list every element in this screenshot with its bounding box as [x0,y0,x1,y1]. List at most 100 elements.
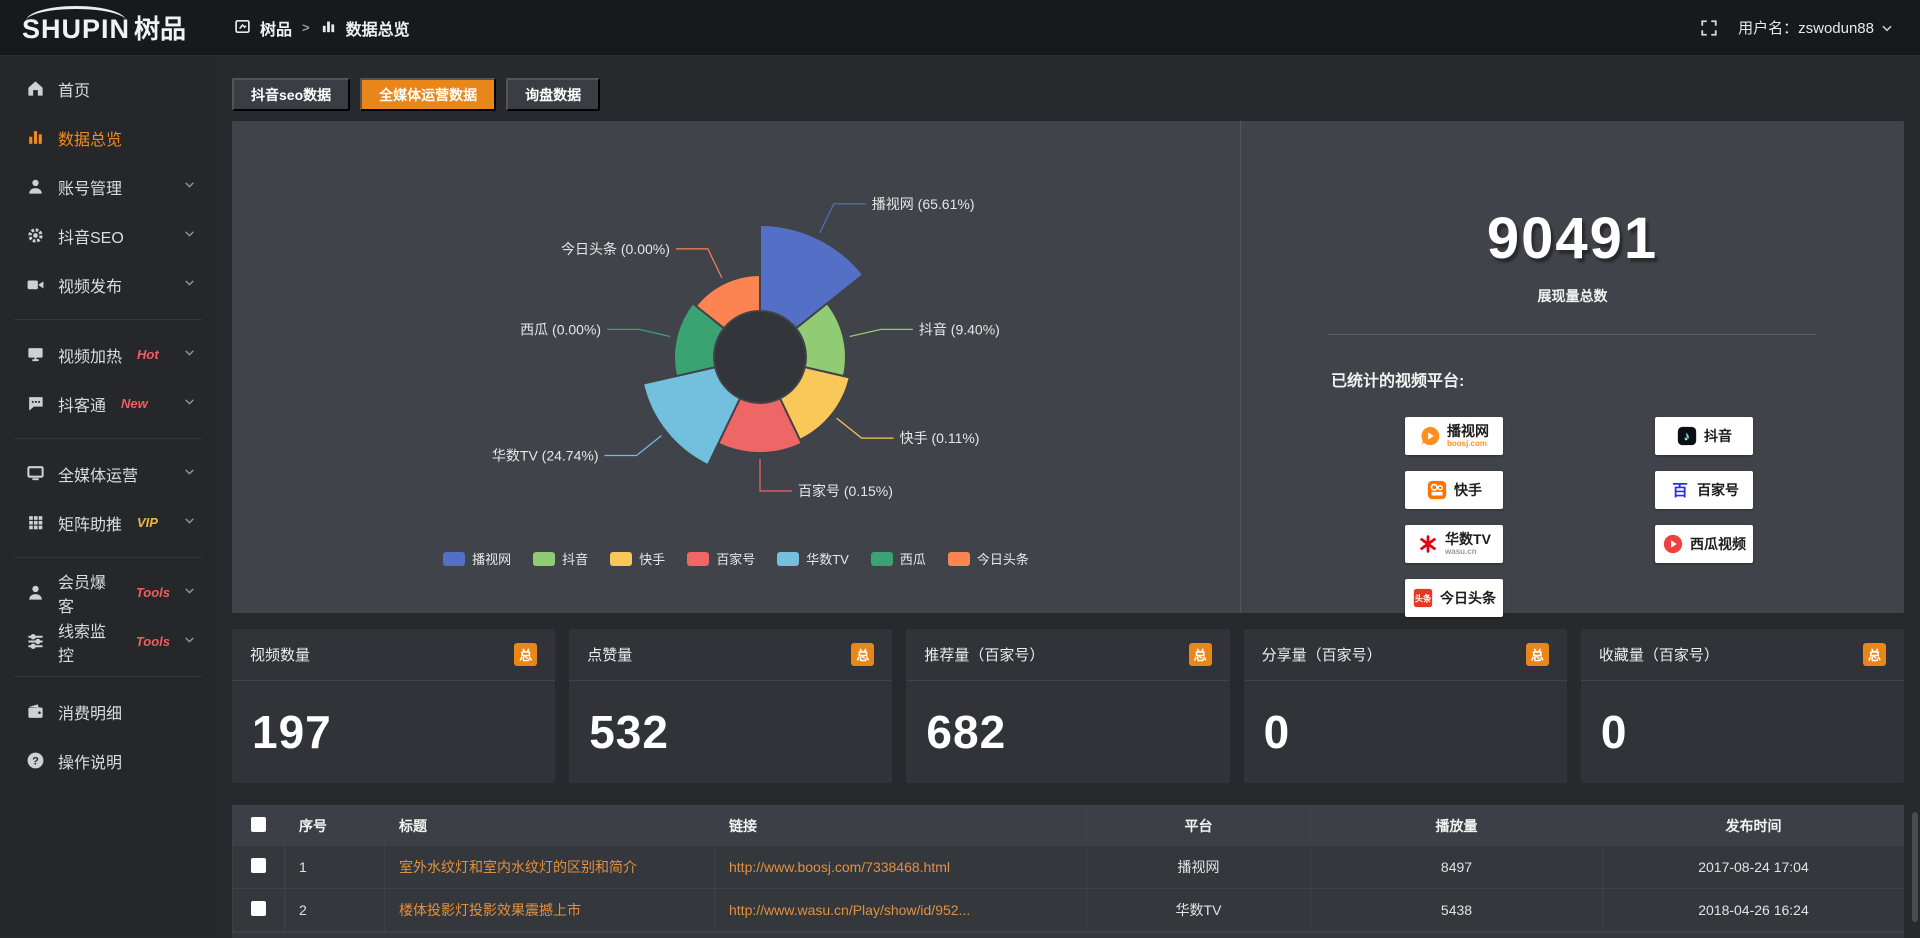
total-badge[interactable]: 总 [514,643,537,666]
sidebar-item-1[interactable]: 首页 [0,64,216,113]
sidebar-item-4[interactable]: 抖音SEO [0,211,216,260]
cell-title[interactable]: 楼体投影灯投影效果震撼上市 [385,889,715,932]
platform-share-pie-chart: 播视网 (65.61%)抖音 (9.40%)快手 (0.11%)百家号 (0.1… [232,121,1240,613]
legend-item-4[interactable]: 百家号 [687,549,755,568]
breadcrumb-current-label: 数据总览 [346,16,410,40]
sidebar-item-label: 视频发布 [58,273,122,297]
legend-item-7[interactable]: 今日头条 [948,549,1029,568]
chevron-down-icon [1880,21,1894,35]
platform-badge-baijiahao: 百百家号 [1655,471,1753,509]
platform-badge-kuaishou: 快手 [1405,471,1503,509]
legend-item-3[interactable]: 快手 [610,549,665,568]
pie-slice-label: 西瓜 (0.00%) [520,321,601,337]
tab-3[interactable]: 询盘数据 [506,78,600,111]
legend-item-2[interactable]: 抖音 [533,549,588,568]
fullscreen-icon[interactable] [1700,19,1718,37]
chevron-down-icon [183,584,196,602]
legend-label: 华数TV [806,549,849,568]
legend-item-6[interactable]: 西瓜 [871,549,926,568]
cell-link[interactable]: http://www.wasu.cn/Play/show/id/952... [715,889,1087,932]
sidebar-item-label: 视频加热 [58,343,122,367]
legend-label: 百家号 [716,549,755,568]
column-header-2: 标题 [385,806,715,846]
pie-label-line [850,329,913,336]
cell-title[interactable]: 室外水纹灯和室内水纹灯的区别和简介 [385,846,715,889]
total-badge[interactable]: 总 [1189,643,1212,666]
pie-slice-label: 华数TV (24.74%) [492,448,599,464]
sidebar-item-5[interactable]: 视频发布 [0,260,216,309]
pie-slice-1[interactable] [760,225,863,328]
sliders-icon [26,632,45,651]
select-all-checkbox[interactable] [251,817,266,832]
question-icon: ? [26,751,45,770]
chevron-down-icon [183,633,196,651]
platform-name: 西瓜视频 [1690,537,1746,551]
sidebar-divider [14,676,202,677]
row-checkbox[interactable] [251,858,266,873]
stat-card-4: 分享量（百家号） 总 0 [1244,629,1567,783]
sidebar-item-6[interactable]: 视频加热 Hot [0,330,216,379]
chevron-down-icon [183,346,196,364]
home-icon [26,79,45,98]
stat-card-value: 532 [569,681,892,759]
videos-table: 序号标题链接平台播放量发布时间 1 室外水纹灯和室内水纹灯的区别和简介 http… [232,805,1904,932]
top-bar: SHUPIN 树品 树品 > 数据总览 用户名：zswodun88 [0,0,1920,56]
legend-swatch [443,552,465,566]
legend-swatch [871,552,893,566]
platform-name: 华数TV [1445,532,1491,546]
sidebar-item-badge: Hot [137,347,159,362]
monitor-icon [26,345,45,364]
sidebar-divider [14,438,202,439]
platform-badge-xigua: 西瓜视频 [1655,525,1753,563]
column-header-6: 发布时间 [1603,806,1905,846]
stat-card-label: 视频数量 [250,644,310,665]
sidebar-item-13[interactable]: ?操作说明 [0,736,216,785]
legend-label: 抖音 [562,549,588,568]
sidebar-item-8[interactable]: 全媒体运营 [0,449,216,498]
scrollbar-thumb[interactable] [1912,812,1918,922]
sidebar-item-2[interactable]: 数据总览 [0,113,216,162]
sidebar-item-badge: New [121,396,148,411]
main-content: 抖音seo数据全媒体运营数据询盘数据 播视网 (65.61%)抖音 (9.40%… [216,56,1920,936]
wasu-logo-icon [1417,533,1439,555]
cell-num: 1 [285,846,385,889]
data-tabs: 抖音seo数据全媒体运营数据询盘数据 [232,78,1904,111]
legend-swatch [948,552,970,566]
cell-link[interactable]: http://www.boosj.com/7338468.html [715,846,1087,889]
tab-1[interactable]: 抖音seo数据 [232,78,350,111]
sidebar-item-3[interactable]: 账号管理 [0,162,216,211]
total-badge[interactable]: 总 [851,643,874,666]
legend-label: 播视网 [472,549,511,568]
platform-name: 百家号 [1697,483,1739,497]
stat-card-label: 推荐量（百家号） [924,644,1044,665]
grid-icon [26,513,45,532]
sidebar-item-12[interactable]: 消费明细 [0,687,216,736]
user-menu[interactable]: 用户名：zswodun88 [1738,17,1894,38]
pie-label-line [760,459,792,491]
platform-name: 抖音 [1704,429,1732,443]
cell-time: 2017-08-24 17:04 [1603,846,1905,889]
legend-swatch [610,552,632,566]
legend-item-5[interactable]: 华数TV [777,549,849,568]
total-badge[interactable]: 总 [1863,643,1886,666]
select-all-header [233,806,285,846]
pie-chart-section: 播视网 (65.61%)抖音 (9.40%)快手 (0.11%)百家号 (0.1… [232,121,1240,613]
table-row-1: 1 室外水纹灯和室内水纹灯的区别和简介 http://www.boosj.com… [233,846,1905,889]
stat-cards-row: 视频数量 总 197 点赞量 总 532 推荐量（百家号） 总 682 分享量（… [232,629,1904,783]
gear-icon [26,226,45,245]
overview-panel: 播视网 (65.61%)抖音 (9.40%)快手 (0.11%)百家号 (0.1… [232,121,1904,613]
total-badge[interactable]: 总 [1526,643,1549,666]
row-checkbox[interactable] [251,901,266,916]
breadcrumb-current[interactable]: 数据总览 [320,16,410,40]
tab-2[interactable]: 全媒体运营数据 [360,78,496,111]
breadcrumb-home[interactable]: 树品 [234,16,292,40]
videos-table-section: 序号标题链接平台播放量发布时间 1 室外水纹灯和室内水纹灯的区别和简介 http… [232,805,1904,938]
legend-item-1[interactable]: 播视网 [443,549,511,568]
